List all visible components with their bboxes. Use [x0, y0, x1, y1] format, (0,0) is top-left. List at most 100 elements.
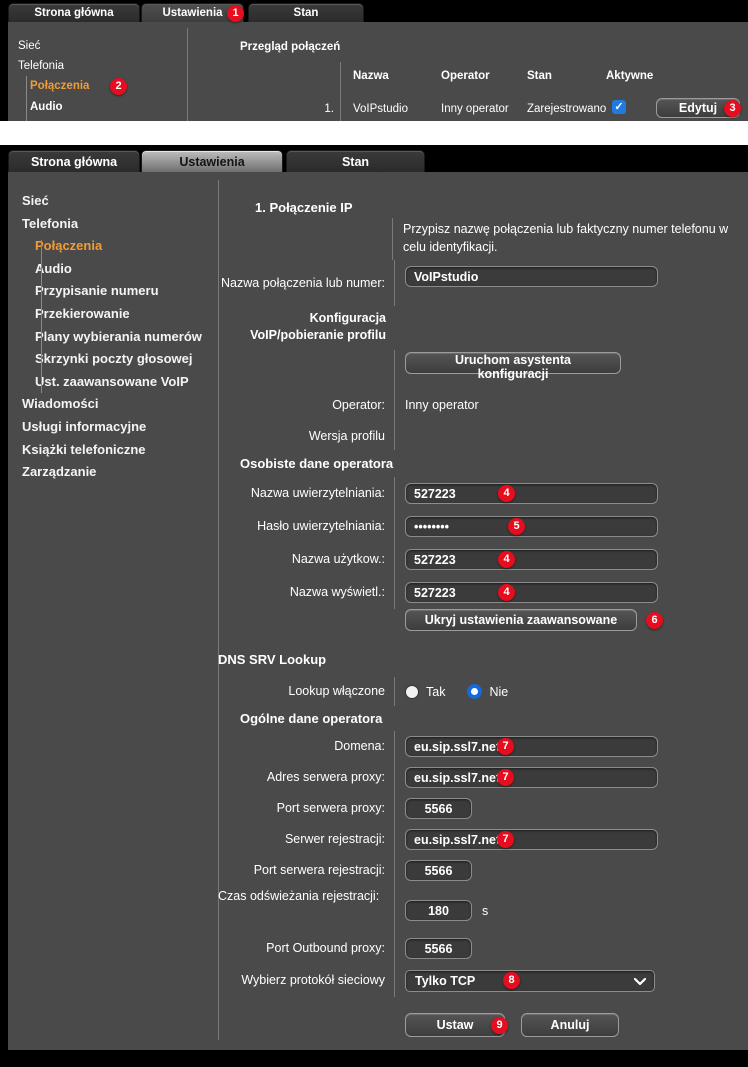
proxy-port-row: Port serwera proxy: — [218, 793, 748, 824]
overview-panel: Strona główna Ustawienia Stan 1 Sieć Tel… — [0, 0, 748, 121]
username-input[interactable] — [405, 549, 658, 570]
lookup-label: Lookup włączone — [218, 677, 395, 706]
registration-port-input[interactable] — [405, 860, 472, 881]
cell-status: Zarejestrowano — [527, 103, 607, 115]
tab-home[interactable]: Strona główna — [8, 3, 140, 22]
tab-home-label: Strona główna — [30, 154, 118, 169]
empty-label — [218, 609, 395, 647]
sidebar-item-audio[interactable]: Audio — [30, 101, 63, 113]
step-badge-6: 6 — [646, 612, 663, 629]
cell-operator: Inny operator — [441, 103, 509, 115]
step-badge-7: 7 — [497, 738, 514, 755]
actions-row: Ustaw 9 Anuluj — [218, 1013, 748, 1037]
edit-button[interactable]: Edytuj — [656, 98, 740, 118]
chevron-down-icon — [634, 977, 646, 985]
protocol-selected-value: Tylko TCP — [415, 973, 476, 988]
sidebar-item-plany-wybierania[interactable]: Plany wybierania numerów — [35, 328, 202, 344]
sidebar-item-przekierowanie[interactable]: Przekierowanie — [35, 305, 130, 321]
profile-version-row: Wersja profilu — [218, 422, 748, 450]
display-name-input[interactable] — [405, 582, 658, 603]
tab-status[interactable]: Stan — [248, 3, 364, 22]
refresh-time-input[interactable] — [405, 900, 472, 921]
sidebar-item-polaczenia[interactable]: Połączenia — [35, 238, 103, 254]
protocol-select[interactable]: Tylko TCP — [405, 969, 655, 992]
col-header-operator: Operator — [441, 70, 490, 82]
auth-password-input[interactable] — [405, 516, 658, 537]
proxy-port-label: Port serwera proxy: — [218, 793, 395, 824]
outbound-port-input[interactable] — [405, 938, 472, 959]
sidebar-item-audio[interactable]: Audio — [35, 260, 72, 276]
tab-home-label: Strona główna — [34, 7, 114, 19]
advanced-row: Ukryj ustawienia zaawansowane 6 — [218, 609, 748, 647]
operator-label: Operator: — [218, 388, 395, 422]
sidebar-item-siec[interactable]: Sieć — [22, 193, 49, 208]
registration-port-label: Port serwera rejestracji: — [218, 855, 395, 886]
connection-name-input[interactable] — [405, 266, 658, 287]
proxy-port-input[interactable] — [405, 798, 472, 819]
form-title: 1. Połączenie IP — [255, 199, 353, 215]
sidebar-item-ksiazki-telefoniczne[interactable]: Książki telefoniczne — [22, 441, 146, 457]
sidebar-item-ust-zaawansowane[interactable]: Ust. zaawansowane VoIP — [35, 373, 189, 389]
check-icon: ✓ — [614, 100, 624, 113]
step-badge-7c: 7 — [497, 831, 514, 848]
cancel-button[interactable]: Anuluj — [521, 1013, 619, 1037]
outbound-port-row: Port Outbound proxy: — [218, 933, 748, 964]
sidebar-item-telefonia[interactable]: Telefonia — [22, 215, 79, 231]
registration-server-label: Serwer rejestracji: — [218, 824, 395, 855]
sidebar-item-telefonia[interactable]: Telefonia — [18, 60, 65, 72]
col-header-aktywne: Aktywne — [606, 70, 654, 82]
tab-status[interactable]: Stan — [286, 150, 425, 172]
sidebar-divider — [187, 28, 188, 121]
settings-panel: Strona główna Ustawienia Stan Sieć Telef… — [0, 145, 748, 1067]
tab-settings[interactable]: Ustawienia — [141, 3, 244, 22]
sidebar-item-zarzadzanie[interactable]: Zarządzanie — [22, 464, 97, 480]
overview-tabbar: Strona główna Ustawienia Stan 1 — [0, 3, 748, 22]
sidebar-item-siec[interactable]: Sieć — [18, 40, 41, 52]
radio-no-label: Nie — [489, 684, 509, 699]
description-text: Przypisz nazwę połączenia lub faktyczny … — [403, 222, 729, 255]
tab-settings-label: Ustawienia — [179, 154, 245, 169]
domain-label: Domena: — [218, 731, 395, 762]
auth-name-input[interactable] — [405, 483, 658, 504]
proxy-address-input[interactable] — [405, 767, 658, 788]
sidebar-item-wiadomosci[interactable]: Wiadomości — [22, 396, 99, 412]
wizard-button[interactable]: Uruchom asystenta konfiguracji — [405, 352, 621, 381]
refresh-time-row: Czas odświeżania rejestracji: s — [218, 886, 748, 933]
sidebar-item-uslugi-informacyjne[interactable]: Usługi informacyjne — [22, 418, 147, 434]
refresh-unit: s — [482, 903, 489, 918]
wizard-row: Uruchom asystenta konfiguracji — [218, 350, 748, 388]
step-badge-3: 3 — [724, 100, 741, 117]
step-badge-4c: 4 — [498, 584, 515, 601]
auth-password-label: Hasło uwierzytelniania: — [218, 510, 395, 543]
dns-header-row: DNS SRV Lookup — [218, 647, 748, 677]
settings-content: Sieć Telefonia Połączenia Audio Przypisa… — [8, 172, 748, 1050]
subnav-line — [41, 240, 42, 393]
set-button[interactable]: Ustaw — [405, 1013, 505, 1037]
tab-settings[interactable]: Ustawienia — [141, 150, 283, 172]
overview-title: Przegląd połączeń — [240, 41, 341, 53]
domain-input[interactable] — [405, 736, 658, 757]
sidebar-item-przypisanie-numeru[interactable]: Przypisanie numeru — [35, 283, 159, 299]
auth-name-row: Nazwa uwierzytelniania: 4 — [218, 477, 748, 510]
tab-home[interactable]: Strona główna — [8, 150, 140, 172]
active-checkbox[interactable]: ✓ — [612, 100, 626, 114]
sidebar-item-polaczenia[interactable]: Połączenia — [30, 80, 90, 92]
protocol-label: Wybierz protokół sieciowy — [218, 964, 395, 997]
empty-label — [218, 1013, 395, 1037]
protocol-row: Wybierz protokół sieciowy Tylko TCP 8 — [218, 964, 748, 997]
advanced-settings-button[interactable]: Ukryj ustawienia zaawansowane — [405, 609, 637, 631]
step-badge-9: 9 — [491, 1016, 508, 1034]
radio-no[interactable] — [467, 684, 483, 699]
personal-data-header: Osobiste dane operatora — [240, 456, 394, 471]
connection-form: 1. Połączenie IP Przypisz nazwę połączen… — [218, 172, 748, 1037]
step-badge-4b: 4 — [498, 551, 515, 568]
config-header-row: Konfiguracja VoIP/pobieranie profilu — [218, 306, 748, 350]
empty-label — [218, 218, 393, 260]
username-label: Nazwa użytkow.: — [218, 543, 395, 576]
proxy-address-row: Adres serwera proxy: 7 — [218, 762, 748, 793]
registration-server-input[interactable] — [405, 829, 658, 850]
config-header: Konfiguracja VoIP/pobieranie profilu — [250, 311, 386, 342]
sidebar-item-skrzynki-poczty[interactable]: Skrzynki poczty głosowej — [35, 351, 193, 367]
radio-yes[interactable] — [405, 684, 419, 699]
operator-row: Operator: Inny operator — [218, 388, 748, 422]
